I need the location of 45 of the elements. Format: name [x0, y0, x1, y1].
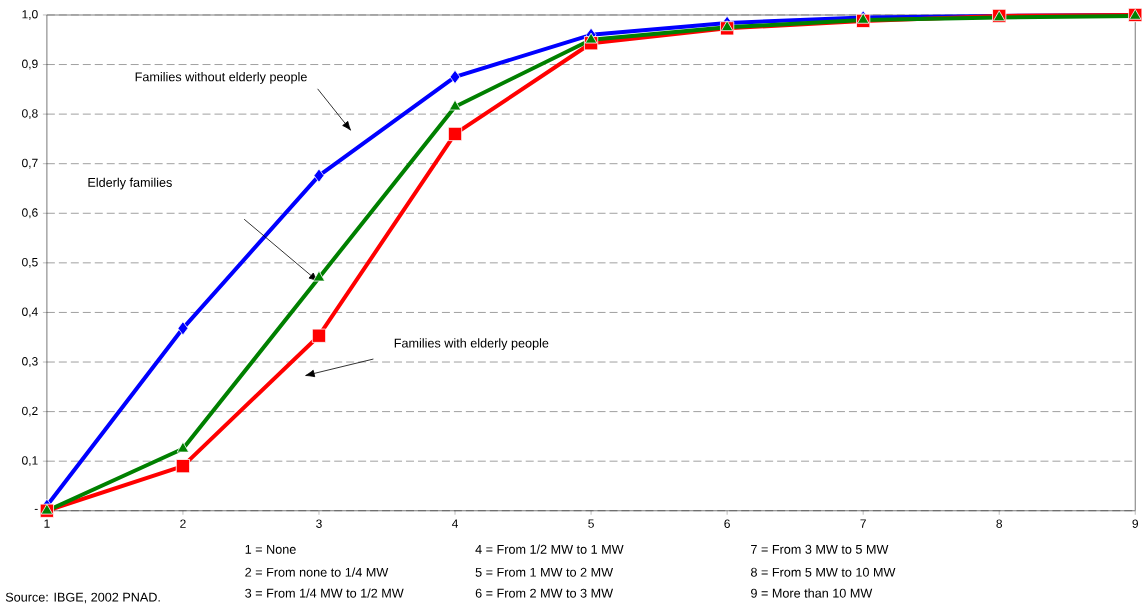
- text: 7 = From 3 MW to 5 MW: [751, 545, 889, 555]
- text: 9 = More than 10 MW: [751, 588, 873, 598]
- point: [176, 441, 190, 453]
- text: 1 = None: [245, 545, 296, 555]
- x-tick-label: 8: [996, 519, 1003, 529]
- point: [40, 503, 54, 515]
- x-tick-label: 2: [180, 519, 186, 529]
- y-tick-label: 0,4: [22, 307, 38, 318]
- x-tick-label: 7: [860, 519, 866, 528]
- y-tick-label: 0,8: [22, 109, 38, 120]
- x-tick-label: 1: [44, 519, 50, 528]
- y-tick-label: 0,5: [22, 258, 38, 269]
- point: [311, 328, 327, 344]
- x-tick-label: 5: [588, 519, 594, 529]
- y-tick-label: 0,7: [22, 158, 38, 169]
- text: 8 = From 5 MW to 10 MW: [750, 568, 896, 577]
- annotation: Families without elderly people: [135, 72, 307, 85]
- point: [449, 70, 461, 85]
- point: [720, 20, 734, 32]
- point: [313, 168, 325, 183]
- point: [447, 127, 463, 142]
- text: 2 = From none to 1/4 MW: [245, 567, 389, 577]
- y-tick-label: 0,9: [22, 59, 38, 70]
- y-tick-label: 0,2: [22, 406, 38, 417]
- x-tick-label: 3: [316, 519, 322, 529]
- y-tick-label: -: [34, 509, 38, 511]
- source-note: Source: IBGE, 2002 PNAD.: [5, 592, 160, 604]
- annotation: Elderly families: [88, 177, 172, 190]
- y-tick-label: 1,0: [22, 10, 38, 21]
- point: [584, 32, 598, 44]
- y-tick-label: 0,3: [22, 357, 38, 368]
- x-tick-label: 6: [724, 519, 730, 529]
- annotation: Families with elderly people: [394, 338, 549, 351]
- y-tick-label: 0,6: [22, 208, 38, 219]
- x-tick-label: 4: [451, 519, 458, 528]
- text: 3 = From 1/4 MW to 1/2 MW: [245, 588, 404, 598]
- point: [177, 321, 189, 336]
- point: [448, 99, 462, 111]
- x-tick-label: 9: [1132, 519, 1139, 529]
- text: 6 = From 2 MW to 3 MW: [475, 588, 614, 598]
- point: [312, 270, 326, 282]
- y-tick-label: 0,1: [22, 456, 38, 467]
- point: [175, 459, 190, 474]
- text: 5 = From 1 MW to 2 MW: [475, 568, 614, 577]
- text: 4 = From 1/2 MW to 1 MW: [475, 544, 624, 555]
